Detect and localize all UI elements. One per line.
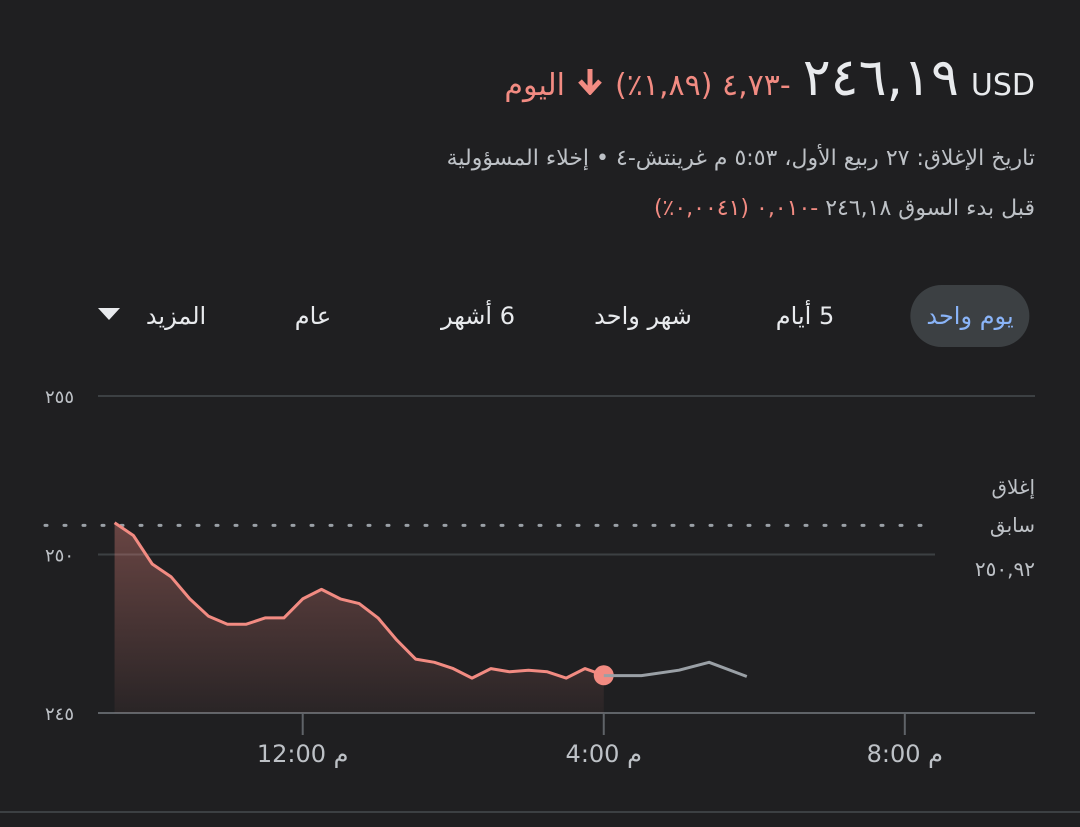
range-tab[interactable]: 5 أيام (775, 302, 835, 330)
currency: USD (970, 68, 1035, 103)
x-tick-label: 12:00 م (257, 740, 349, 768)
previous-close-label: إغلاق (992, 475, 1035, 500)
price-line (113, 521, 605, 680)
y-tick-label: ٢٥٥ (45, 387, 74, 408)
price: ٢٤٦,١٩ (802, 48, 959, 108)
x-tick-label: 8:00 م (867, 740, 943, 768)
period: اليوم (504, 68, 566, 103)
pre-market-change: ‎-٠,٠١٠ (٠,٠٠٤١٪) (653, 196, 819, 221)
price-change: ‎-٤,٧٣ (١,٨٩٪) (615, 68, 791, 103)
last-point (593, 665, 614, 686)
pre-market-price: ٢٤٦,١٨ (825, 196, 892, 221)
range-tab[interactable]: 6 أشهر (441, 302, 515, 330)
quote-header: USD ٢٤٦,١٩ ‎-٤,٧٣ (١,٨٩٪) اليوم (504, 48, 1035, 108)
pre-market-label: قبل بدء السوق (898, 196, 1035, 221)
previous-close-label: سابق (990, 513, 1035, 537)
y-tick-label: ٢٤٥ (45, 704, 74, 725)
x-tick-label: 4:00 م (566, 740, 642, 768)
range-tab[interactable]: المزيد (145, 302, 207, 330)
more-arrow (98, 308, 120, 320)
down-arrow (578, 69, 602, 95)
closing-info[interactable]: تاريخ الإغلاق: ٢٧ ربيع الأول، ٥:٥٣ م غري… (446, 146, 1035, 171)
pre-market: قبل بدء السوق ٢٤٦,١٨ ‎-٠,٠١٠ (٠,٠٠٤١٪) (654, 196, 1035, 221)
price-line (603, 660, 748, 678)
range-tab[interactable]: يوم واحد (910, 285, 1030, 347)
previous-close-value: ٢٥٠,٩٢ (975, 557, 1035, 581)
area-fill (114, 522, 604, 713)
range-tab[interactable]: عام (294, 302, 332, 330)
range-tab[interactable]: شهر واحد (594, 302, 692, 330)
y-tick-label: ٢٥٠ (45, 546, 74, 567)
